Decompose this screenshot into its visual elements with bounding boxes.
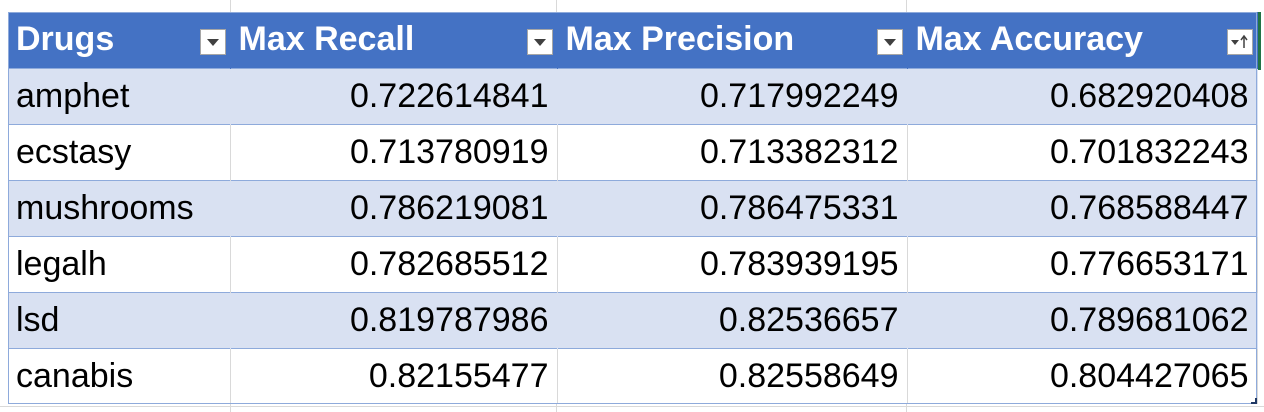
table-row: ecstasy 0.713780919 0.713382312 0.701832…	[8, 123, 1258, 180]
column-header-max-accuracy[interactable]: Max Accuracy	[907, 12, 1258, 68]
table-row: mushrooms 0.786219081 0.786475331 0.7685…	[8, 179, 1258, 236]
column-header-max-precision[interactable]: Max Precision	[557, 12, 908, 68]
table-resize-handle[interactable]	[1251, 398, 1257, 404]
max-recall-cell[interactable]: 0.722614841	[230, 67, 558, 124]
max-accuracy-cell[interactable]: 0.701832243	[907, 123, 1258, 180]
max-recall-cell[interactable]: 0.786219081	[230, 179, 558, 236]
column-header-label: Max Accuracy	[915, 20, 1143, 59]
column-header-drugs[interactable]: Drugs	[8, 12, 231, 68]
max-recall-cell[interactable]: 0.782685512	[230, 235, 558, 292]
table-row: canabis 0.82155477 0.82558649 0.80442706…	[8, 347, 1258, 404]
column-header-max-recall[interactable]: Max Recall	[230, 12, 558, 68]
table-row: legalh 0.782685512 0.783939195 0.7766531…	[8, 235, 1258, 292]
max-accuracy-cell[interactable]: 0.776653171	[907, 235, 1258, 292]
sort-ascending-filter-icon[interactable]	[1226, 29, 1253, 55]
drug-cell[interactable]: canabis	[8, 347, 231, 404]
active-cell-selection	[1258, 12, 1261, 70]
max-recall-cell[interactable]: 0.819787986	[230, 291, 558, 348]
column-header-label: Drugs	[16, 20, 115, 59]
column-header-label: Max Precision	[565, 20, 795, 59]
max-precision-cell[interactable]: 0.717992249	[557, 67, 908, 124]
dropdown-arrow-icon[interactable]	[199, 29, 226, 55]
max-accuracy-cell[interactable]: 0.768588447	[907, 179, 1258, 236]
max-precision-cell[interactable]: 0.783939195	[557, 235, 908, 292]
drug-cell[interactable]: mushrooms	[8, 179, 231, 236]
max-recall-cell[interactable]: 0.82155477	[230, 347, 558, 404]
max-precision-cell[interactable]: 0.713382312	[557, 123, 908, 180]
dropdown-arrow-icon[interactable]	[876, 29, 903, 55]
drug-cell[interactable]: legalh	[8, 235, 231, 292]
max-accuracy-cell[interactable]: 0.682920408	[907, 67, 1258, 124]
column-header-label: Max Recall	[238, 20, 415, 59]
drug-metrics-table: Drugs Max Recall Max Precision	[8, 12, 1258, 404]
max-recall-cell[interactable]: 0.713780919	[230, 123, 558, 180]
max-accuracy-cell[interactable]: 0.804427065	[907, 347, 1258, 404]
sheet-gridline	[0, 406, 1264, 407]
max-precision-cell[interactable]: 0.82558649	[557, 347, 908, 404]
table-row: lsd 0.819787986 0.82536657 0.789681062	[8, 291, 1258, 348]
drug-cell[interactable]: lsd	[8, 291, 231, 348]
drug-cell[interactable]: amphet	[8, 67, 231, 124]
max-precision-cell[interactable]: 0.82536657	[557, 291, 908, 348]
max-precision-cell[interactable]: 0.786475331	[557, 179, 908, 236]
dropdown-arrow-icon[interactable]	[526, 29, 553, 55]
table-row: amphet 0.722614841 0.717992249 0.6829204…	[8, 67, 1258, 124]
drug-cell[interactable]: ecstasy	[8, 123, 231, 180]
header-row: Drugs Max Recall Max Precision	[8, 12, 1258, 68]
max-accuracy-cell[interactable]: 0.789681062	[907, 291, 1258, 348]
